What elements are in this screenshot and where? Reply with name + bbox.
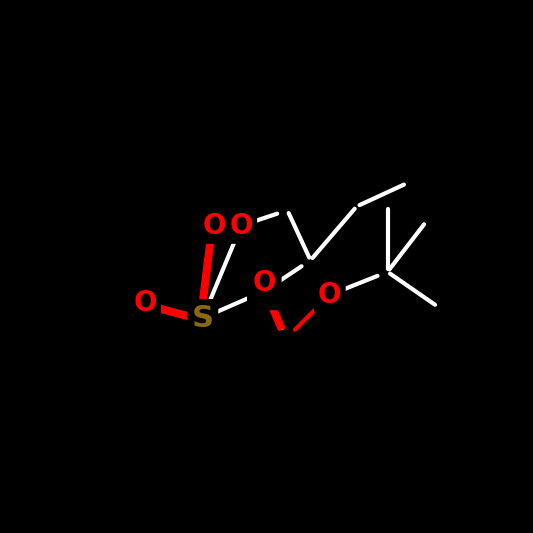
Text: O: O — [253, 269, 276, 297]
Text: S: S — [192, 304, 214, 333]
Text: O: O — [203, 212, 226, 240]
Text: O: O — [318, 281, 342, 309]
Text: O: O — [133, 289, 157, 317]
Text: O: O — [230, 212, 253, 240]
Text: N: N — [252, 277, 277, 305]
